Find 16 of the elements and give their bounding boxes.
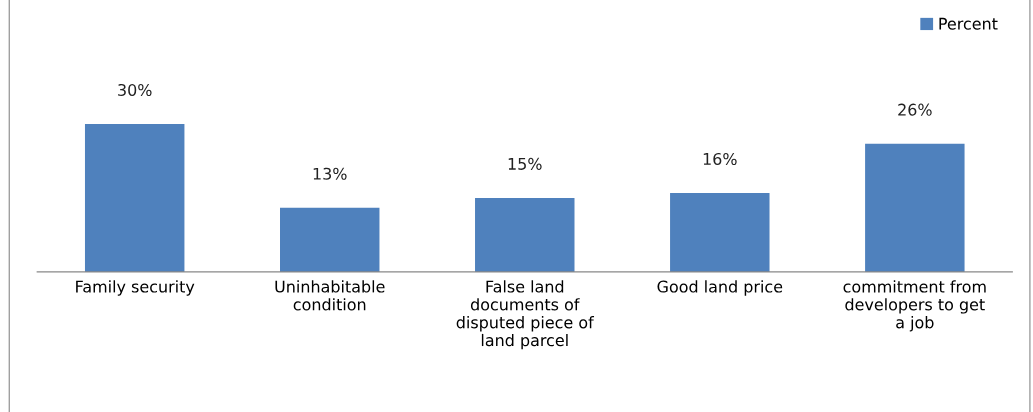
legend-label: Percent [939,17,998,30]
data-label: 16% [703,152,737,165]
data-label: 13% [313,167,347,180]
bar [280,207,380,272]
data-label: 15% [508,157,542,170]
bar [865,143,965,272]
x-tick-label: commitment from developers to get a job [843,280,986,332]
x-tick-label: Good land price [657,280,783,296]
data-label: 30% [118,83,152,96]
x-tick-label: Uninhabitable condition [275,280,385,311]
data-label: 26% [898,103,932,116]
bar [84,124,185,272]
bar [670,193,770,272]
x-tick-label: Family security [76,280,195,296]
bar [475,198,575,272]
x-tick-label: False land documents of disputed piece of land parcel [456,280,595,350]
